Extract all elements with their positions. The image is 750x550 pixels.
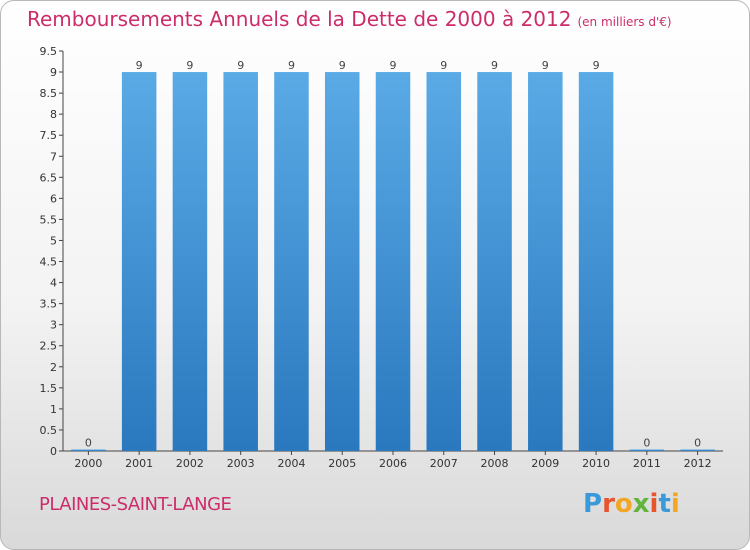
chart-unit: (en milliers d'€) [577,15,672,29]
y-tick-label: 3 [50,319,57,332]
y-tick-label: 2.5 [40,340,58,353]
logo-letter: x [632,489,650,519]
bar [274,72,309,451]
logo-letter: i [670,489,680,519]
data-label: 9 [136,59,143,72]
logo-letter: P [583,489,603,519]
y-tick-label: 4 [50,277,57,290]
bar [528,72,563,451]
logo-letter: t [658,489,671,519]
x-tick-label: 2010 [582,457,610,470]
bar [324,72,360,451]
y-tick-label: 9.5 [40,45,58,58]
x-tick-label: 2005 [328,457,356,470]
x-tick-label: 2002 [176,457,204,470]
chart-title: Remboursements Annuels de la Dette de 20… [27,7,672,31]
logo-letter: o [614,489,633,519]
y-tick-label: 6.5 [40,171,58,184]
bars [71,72,715,451]
proxiti-logo: Proxiti [583,489,680,519]
y-tick-label: 1.5 [40,382,58,395]
data-label: 9 [339,59,346,72]
y-tick-label: 3.5 [40,298,58,311]
x-tick-label: 2008 [481,457,509,470]
y-tick-label: 5 [50,234,57,247]
bar [121,72,157,451]
x-tick-label: 2001 [125,457,153,470]
data-label: 9 [542,59,549,72]
y-tick-label: 8.5 [40,87,58,100]
data-label: 9 [593,59,600,72]
bar [477,72,512,451]
x-tick-label: 2012 [684,457,712,470]
bar [680,449,715,451]
y-tick-label: 6 [50,192,57,205]
x-tick-label: 2004 [277,457,305,470]
y-tick-label: 1 [50,403,57,416]
x-tick-label: 2011 [633,457,661,470]
chart-title-text: Remboursements Annuels de la Dette de 20… [27,7,572,31]
x-tick-label: 2003 [227,457,255,470]
data-label: 9 [186,59,193,72]
x-tick-label: 2006 [379,457,407,470]
data-label: 9 [440,59,447,72]
x-tick-label: 2007 [430,457,458,470]
y-tick-label: 7.5 [40,129,58,142]
logo-letter: r [602,489,615,519]
city-name: PLAINES-SAINT-LANGE [39,494,232,515]
data-label: 9 [237,59,244,72]
y-tick-label: 4.5 [40,256,58,269]
y-tick-label: 0 [50,445,57,458]
data-label: 0 [643,437,650,450]
logo-letter: i [649,489,659,519]
data-labels: 0 9 9 9 9 9 9 9 9 9 9 0 0 [85,59,701,449]
bar [426,72,462,451]
y-tick-label: 0.5 [40,424,58,437]
data-label: 9 [390,59,397,72]
y-tick-label: 2 [50,361,57,374]
data-label: 9 [288,59,295,72]
y-tick-label: 5.5 [40,213,58,226]
x-tick-label: 2000 [74,457,102,470]
data-label: 0 [694,437,701,450]
data-label: 9 [491,59,498,72]
bar [629,449,665,451]
bar [375,72,411,451]
y-tick-label: 8 [50,108,57,121]
bar [223,72,258,451]
data-label: 0 [85,437,92,450]
y-tick-label: 9 [50,66,57,79]
bar [172,72,208,451]
axes: 0 0.5 1 1.5 2 2.5 3 3.5 4 4.5 5 5.5 6 6.5 7 7.5 8 8.5 9 9.5… [40,45,723,470]
bar [71,449,106,451]
x-tick-label: 2009 [531,457,559,470]
y-tick-label: 7 [50,150,57,163]
bar [578,72,614,451]
